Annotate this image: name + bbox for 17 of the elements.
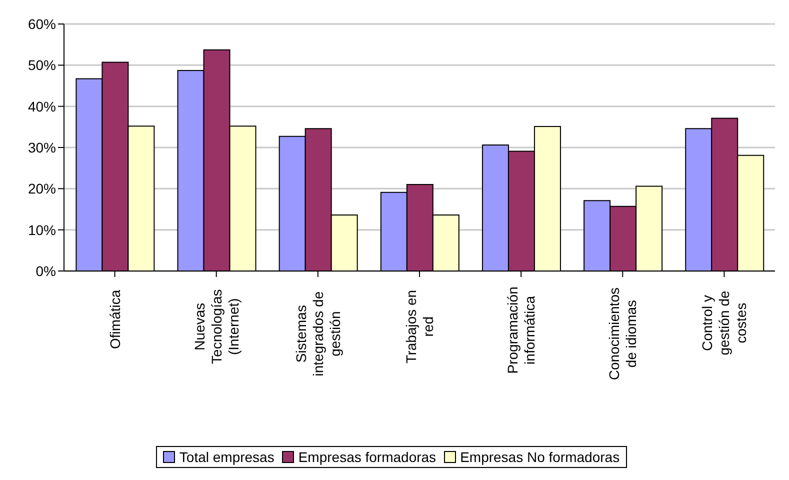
x-tick-label: Trabajos en red [403, 290, 436, 364]
y-tick-label: 0% [36, 262, 56, 279]
legend-label: Empresas formadoras [298, 449, 436, 465]
x-tick-label: Nuevas Tecnologías (Internet) [191, 289, 242, 364]
x-tick-label: Control y gestión de costes [699, 290, 750, 356]
x-tick-label: Sistemas integrados de gestión [292, 291, 343, 376]
y-tick-label: 20% [28, 180, 56, 197]
y-tick-label: 50% [28, 57, 56, 74]
legend-label: Empresas No formadoras [460, 449, 620, 465]
y-tick-label: 30% [28, 139, 56, 156]
y-tick-label: 10% [28, 222, 56, 238]
y-tick-label: 60% [28, 16, 56, 32]
x-tick-label: Conocimientos de idiomas [606, 287, 640, 380]
x-tick-label: Ofimática [106, 290, 123, 349]
x-tick-label: Programación informática [504, 286, 538, 374]
legend-label: Total empresas [179, 449, 274, 465]
y-tick-label: 40% [28, 98, 56, 114]
